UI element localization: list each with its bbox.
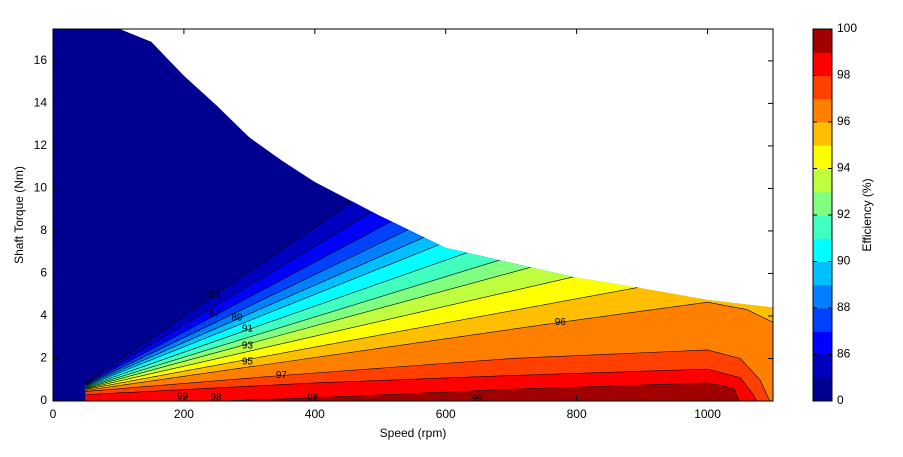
colorbar-tick-label: 86 <box>837 347 851 361</box>
contour-band <box>216 382 773 401</box>
colorbar-tick-label: 92 <box>837 207 851 221</box>
contour-line <box>85 211 372 384</box>
y-tick-label: 10 <box>34 181 48 195</box>
contour-line <box>85 349 770 401</box>
contour-line <box>85 264 540 389</box>
contour-line <box>85 242 445 387</box>
plot-frame <box>52 28 774 402</box>
contour-line <box>216 382 740 401</box>
contour-line <box>85 199 355 384</box>
y-tick-label: 16 <box>34 53 48 67</box>
contour-line <box>85 237 425 386</box>
contour-label: 97 <box>276 370 288 381</box>
x-tick-label: 200 <box>174 407 194 421</box>
y-tick-label: 0 <box>40 393 47 407</box>
colorbar-tick-label: 90 <box>837 254 851 268</box>
contour-line <box>85 222 390 385</box>
colorbar-band <box>813 122 832 146</box>
contour-label: 99 <box>472 394 484 405</box>
colorbar-band <box>813 191 832 216</box>
y-tick-label: 14 <box>34 96 48 110</box>
y-tick-label: 4 <box>40 308 47 322</box>
contour-label: 85 <box>209 289 221 300</box>
colorbar-tick-label: 96 <box>837 114 851 128</box>
contour-line <box>85 368 757 401</box>
contour-label: 89 <box>231 313 243 324</box>
colorbar-band <box>813 145 832 169</box>
colorbar-tick-label: 100 <box>837 21 857 35</box>
y-axis-label: Shaft Torque (Nm) <box>12 166 26 264</box>
colorbar-band <box>813 215 832 239</box>
contour-label: 96 <box>555 317 567 328</box>
colorbar-band <box>813 75 832 100</box>
colorbar-band <box>813 261 832 286</box>
colorbar-band <box>813 284 832 309</box>
contour-label: 93 <box>242 340 254 351</box>
colorbar-band <box>813 168 832 193</box>
y-tick-label: 12 <box>34 138 48 152</box>
contour-line <box>85 258 505 388</box>
contour-label: 98 <box>307 392 319 403</box>
colorbar-band <box>813 98 832 123</box>
y-tick-label: 2 <box>40 351 47 365</box>
x-tick-label: 800 <box>567 407 587 421</box>
x-tick-label: 1000 <box>694 407 721 421</box>
colorbar-label: Efficiency (%) <box>860 178 874 251</box>
colorbar-tick-label: 94 <box>837 161 851 175</box>
y-tick-label: 8 <box>40 223 47 237</box>
contour-label: 99 <box>177 391 189 402</box>
x-axis-label: Speed (rpm) <box>380 426 447 440</box>
contour-line <box>85 249 475 388</box>
colorbar-band <box>813 354 832 379</box>
x-tick-label: 0 <box>50 407 57 421</box>
x-tick-label: 400 <box>305 407 325 421</box>
colorbar-band <box>813 377 832 402</box>
colorbar-band <box>813 238 832 262</box>
colorbar-band <box>813 331 832 355</box>
contour-line <box>85 229 408 386</box>
y-tick-label: 6 <box>40 266 47 280</box>
contour-label: 91 <box>242 323 254 334</box>
contour-label: 87 <box>209 308 221 319</box>
contour-line <box>85 275 580 389</box>
colorbar-band <box>813 52 832 76</box>
contour-label: 98 <box>210 392 222 403</box>
x-tick-label: 600 <box>436 407 456 421</box>
colorbar-band <box>813 308 832 332</box>
contour-label: 95 <box>242 356 254 367</box>
filled-bands <box>85 199 773 401</box>
colorbar-band <box>813 29 832 53</box>
contour-line <box>85 301 773 391</box>
contour-line <box>85 286 639 390</box>
colorbar-tick-label: 0 <box>837 393 844 407</box>
colorbar-tick-label: 98 <box>837 68 851 82</box>
colorbar-tick-label: 88 <box>837 300 851 314</box>
